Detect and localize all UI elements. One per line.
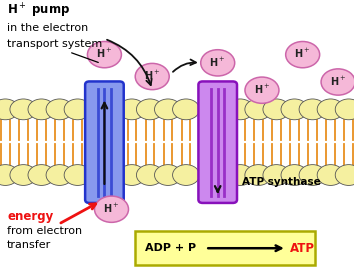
Text: from electron: from electron <box>7 226 82 236</box>
Text: H$^+$: H$^+$ <box>103 202 120 215</box>
Circle shape <box>245 99 272 120</box>
Circle shape <box>0 99 19 120</box>
Text: H$^+$: H$^+$ <box>96 47 113 60</box>
Text: H$^+$: H$^+$ <box>254 83 270 96</box>
Circle shape <box>118 99 145 120</box>
Circle shape <box>245 77 279 103</box>
Circle shape <box>64 165 91 186</box>
Text: H$^+$: H$^+$ <box>295 47 311 60</box>
Circle shape <box>317 99 344 120</box>
Text: transfer: transfer <box>7 240 51 249</box>
Circle shape <box>201 50 235 76</box>
Text: ATP synthase: ATP synthase <box>242 177 321 187</box>
Text: H$^+$: H$^+$ <box>144 69 160 82</box>
Text: in the electron: in the electron <box>7 23 88 33</box>
Text: ADP + P: ADP + P <box>145 243 196 253</box>
Circle shape <box>87 42 121 68</box>
Circle shape <box>10 99 37 120</box>
Circle shape <box>95 196 129 222</box>
Circle shape <box>263 165 290 186</box>
Circle shape <box>173 165 200 186</box>
Circle shape <box>263 99 290 120</box>
Circle shape <box>64 99 91 120</box>
Circle shape <box>28 99 55 120</box>
Circle shape <box>10 165 37 186</box>
Circle shape <box>154 99 181 120</box>
Circle shape <box>173 99 200 120</box>
Text: energy: energy <box>7 210 53 223</box>
FancyBboxPatch shape <box>85 81 124 203</box>
Text: H$^+$ pump: H$^+$ pump <box>7 2 70 20</box>
Circle shape <box>135 63 169 90</box>
Circle shape <box>118 165 145 186</box>
Circle shape <box>335 99 354 120</box>
FancyBboxPatch shape <box>135 231 315 265</box>
Circle shape <box>136 165 163 186</box>
Circle shape <box>46 99 73 120</box>
Circle shape <box>317 165 344 186</box>
Circle shape <box>136 99 163 120</box>
Circle shape <box>299 165 326 186</box>
Circle shape <box>286 42 320 68</box>
Text: H$^+$: H$^+$ <box>330 74 346 88</box>
Circle shape <box>245 165 272 186</box>
Circle shape <box>321 69 354 95</box>
Circle shape <box>299 99 326 120</box>
Circle shape <box>28 165 55 186</box>
Text: transport system: transport system <box>7 39 102 49</box>
FancyBboxPatch shape <box>198 81 237 203</box>
Circle shape <box>154 165 181 186</box>
Circle shape <box>46 165 73 186</box>
Circle shape <box>0 165 19 186</box>
Circle shape <box>281 99 308 120</box>
Text: ATP: ATP <box>290 242 315 255</box>
Circle shape <box>281 165 308 186</box>
Circle shape <box>227 99 254 120</box>
Circle shape <box>227 165 254 186</box>
Text: H$^+$: H$^+$ <box>210 56 226 69</box>
Circle shape <box>335 165 354 186</box>
